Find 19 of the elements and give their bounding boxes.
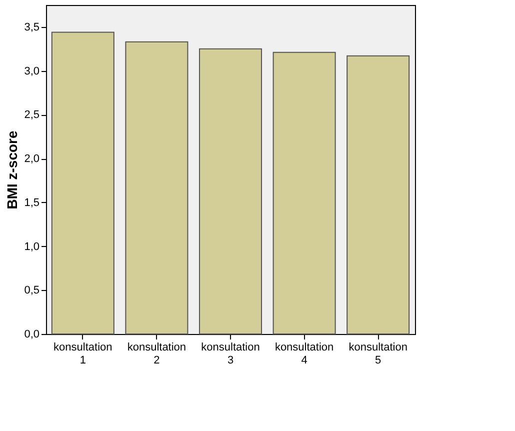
bar: [346, 55, 410, 334]
y-tick-label: 2,0: [24, 153, 40, 166]
x-tick-label: konsultation 2: [127, 342, 186, 366]
x-tick-label: konsultation 4: [274, 342, 334, 366]
y-tick-label: 1,0: [24, 240, 40, 253]
bar: [125, 41, 188, 334]
bar: [199, 48, 262, 334]
y-tick-label: 0,0: [24, 328, 40, 340]
y-axis-title: BMI z-score: [4, 130, 20, 210]
y-tick-label: 3,5: [24, 21, 40, 34]
y-tick-label: 3,0: [24, 65, 40, 78]
bar: [51, 32, 114, 334]
x-tick-label: konsultation 3: [201, 342, 260, 366]
bar: [272, 52, 336, 334]
y-tick-label: 2,5: [24, 109, 40, 122]
y-tick-label: 0,5: [24, 284, 40, 297]
x-tick-label: konsultation 1: [54, 342, 112, 366]
y-tick-label: 1,5: [24, 196, 40, 209]
x-tick-label: konsultation 5: [348, 342, 408, 366]
